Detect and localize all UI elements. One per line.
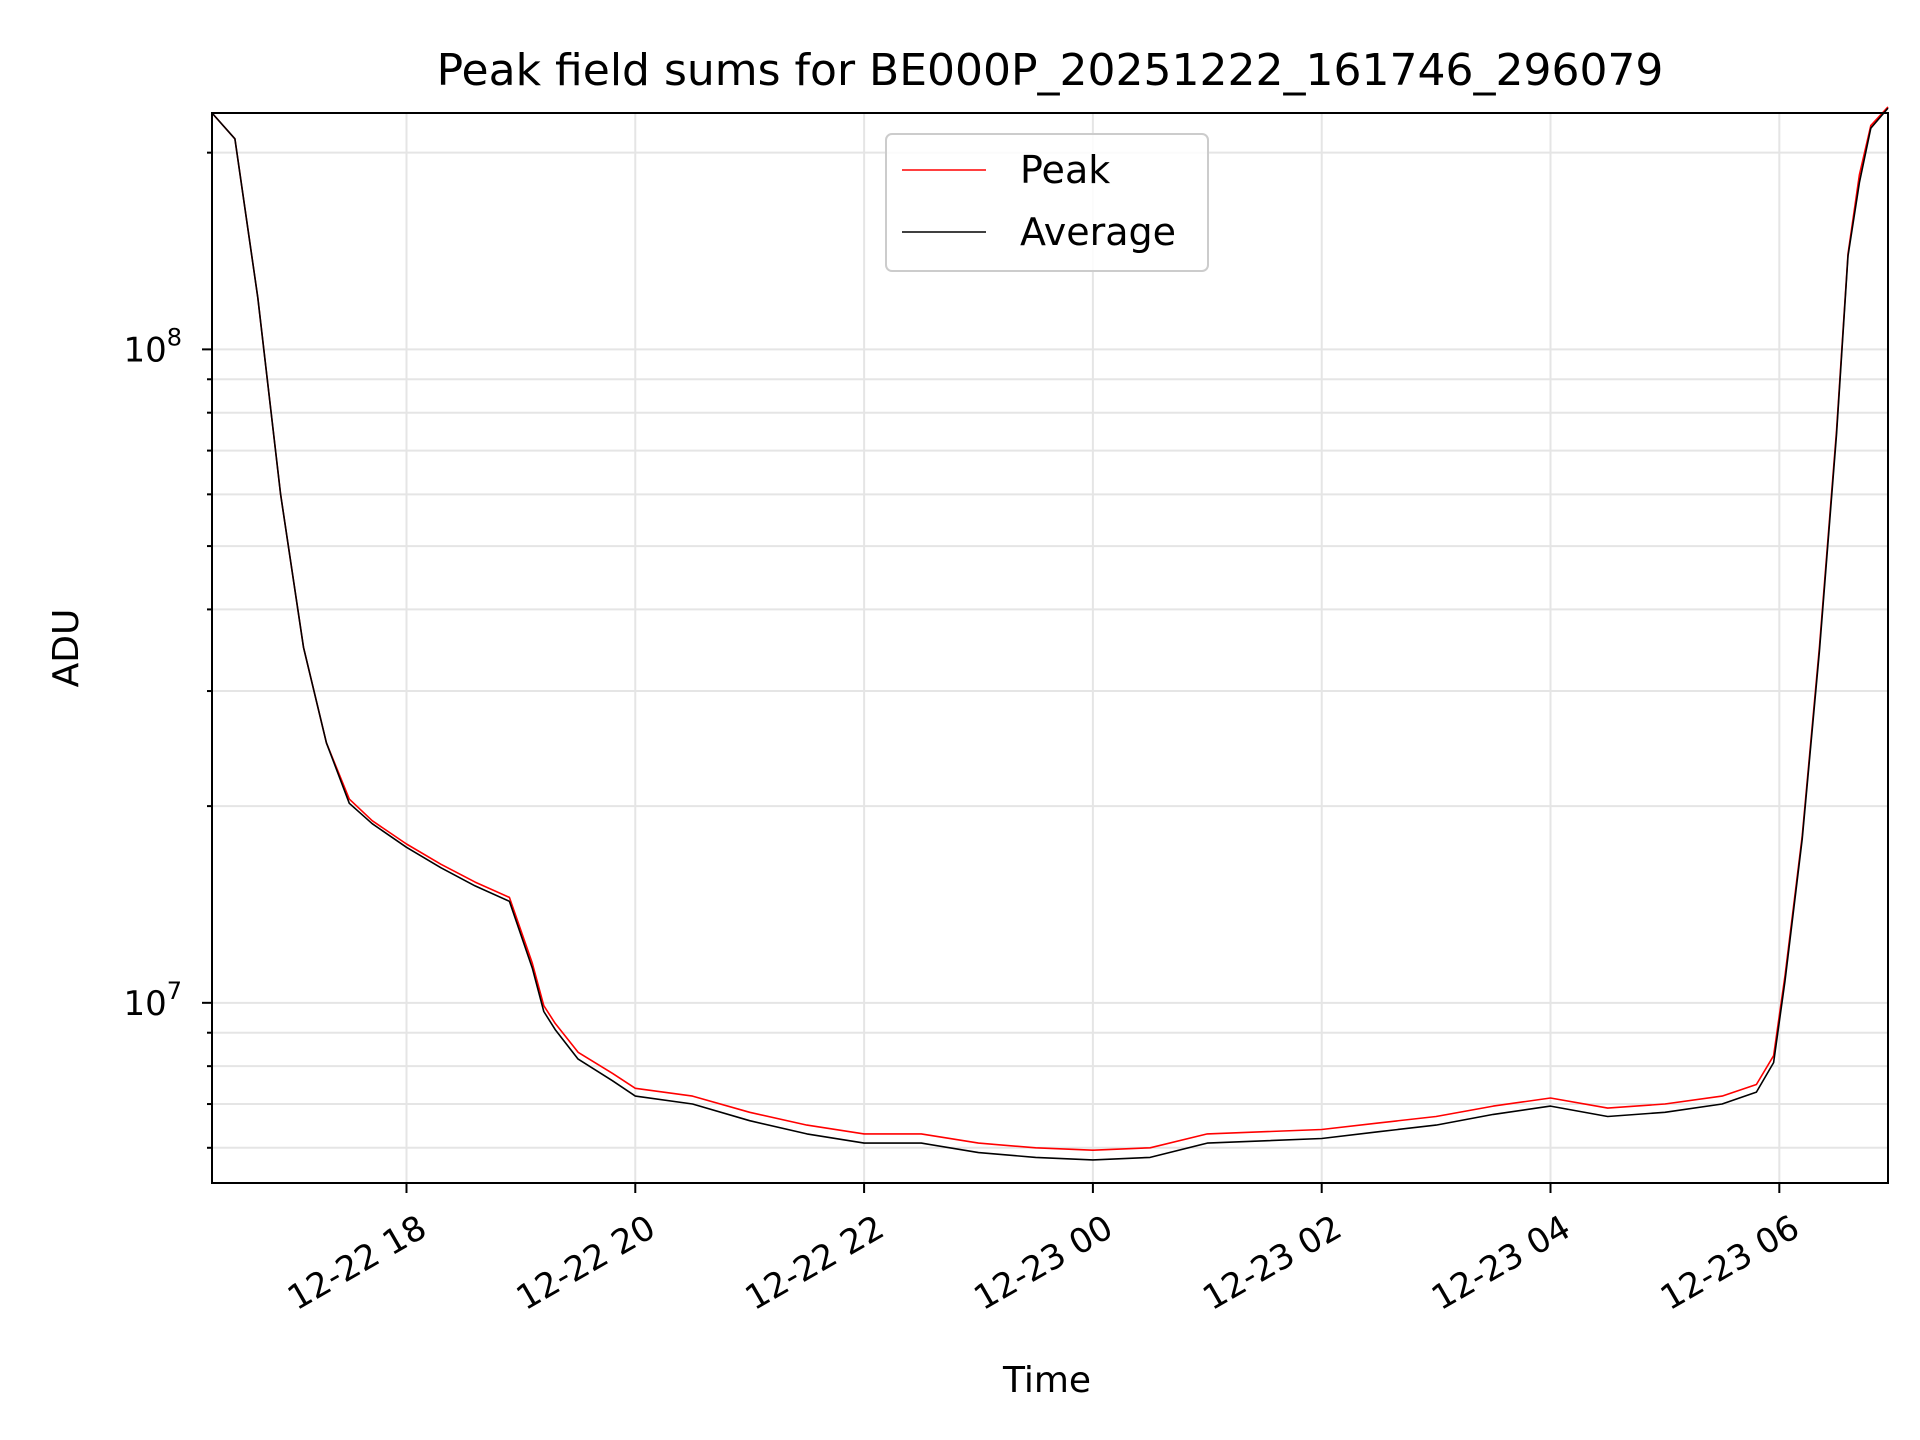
- y-tick-label: 107: [123, 977, 182, 1024]
- chart-title: Peak field sums for BE000P_20251222_1617…: [437, 45, 1664, 96]
- legend: Peak Average: [885, 133, 1209, 272]
- y-axis-label: ADU: [46, 609, 87, 688]
- plot-frame: [211, 112, 1889, 1184]
- legend-box: [885, 133, 1209, 272]
- x-axis-label: Time: [1002, 1360, 1091, 1401]
- peak-series-line: [211, 106, 1889, 1151]
- series-layer: [211, 106, 1889, 1161]
- average-series-line: [211, 107, 1889, 1161]
- legend-peak-label: Peak: [1020, 148, 1110, 192]
- legend-average-label: Average: [1020, 210, 1176, 254]
- y-tick-label: 108: [123, 323, 182, 370]
